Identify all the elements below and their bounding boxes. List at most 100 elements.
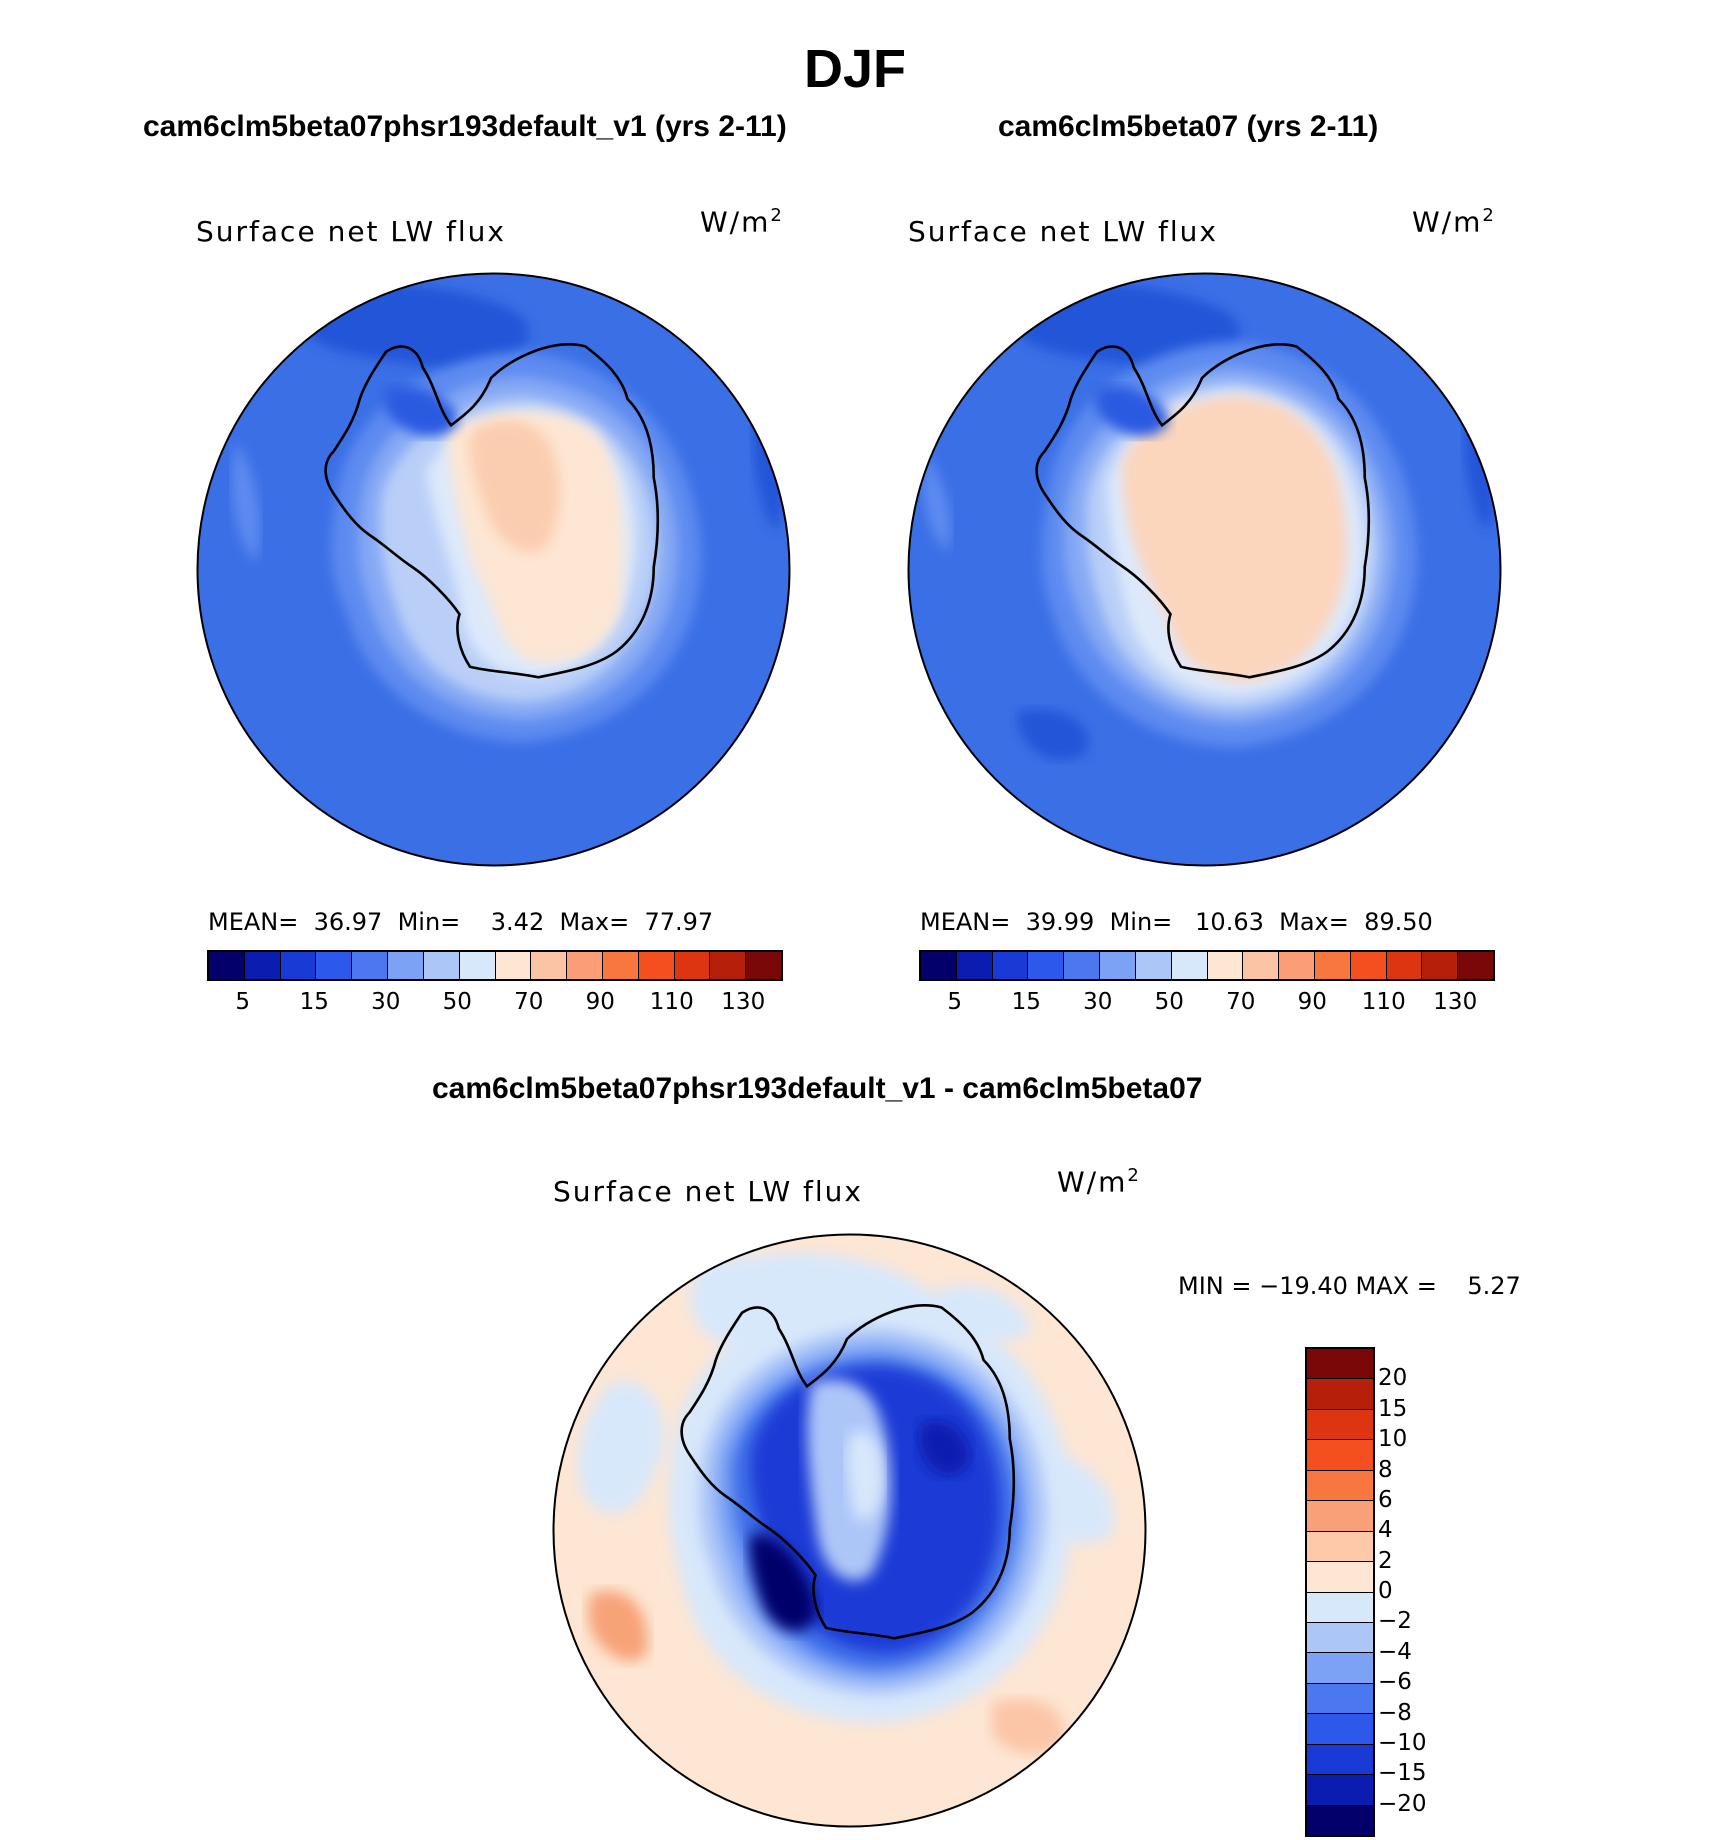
colorbar-swatch <box>638 952 675 979</box>
colorbar-swatch <box>674 952 711 979</box>
antarctica-coastline <box>324 343 659 679</box>
map-boundary <box>196 272 791 867</box>
colorbar-swatch <box>602 952 639 979</box>
colorbar-tick-label: 0 <box>1378 1578 1393 1604</box>
colorbar-tick-label: 50 <box>1154 989 1184 1015</box>
warm-core <box>469 420 561 553</box>
colorbar-swatch <box>1307 1592 1373 1623</box>
colorbar-swatch <box>1279 952 1315 979</box>
diff-variable-label: Surface net LW flux <box>553 1175 863 1208</box>
colorbar-swatch <box>1314 952 1351 979</box>
colorbar-swatch <box>1307 1683 1373 1715</box>
colorbar-tick-label: −6 <box>1378 1669 1412 1696</box>
panel-2-colorbar <box>919 950 1495 981</box>
colorbar-tick-label: 2 <box>1378 1547 1393 1574</box>
colorbar-swatch <box>1307 1349 1373 1380</box>
colorbar-swatch <box>1307 1744 1373 1776</box>
panel-2-stats: MEAN= 39.99 Min= 10.63 Max= 89.50 <box>920 908 1433 936</box>
colorbar-tick-label: 15 <box>1378 1395 1408 1422</box>
colorbar-swatch <box>921 952 957 979</box>
colorbar-swatch <box>1307 1653 1373 1684</box>
colorbar-swatch <box>746 952 781 979</box>
colorbar-swatch <box>280 952 317 979</box>
colorbar-swatch <box>495 952 532 979</box>
colorbar-tick-label: 90 <box>1297 989 1327 1015</box>
colorbar-swatch <box>388 952 424 979</box>
colorbar-swatch <box>531 952 568 979</box>
colorbar-swatch <box>567 952 603 979</box>
panel-1-title: cam6clm5beta07phsr193default_v1 (yrs 2-1… <box>143 110 787 143</box>
colorbar-swatch <box>1307 1501 1373 1532</box>
colorbar-swatch <box>1100 952 1136 979</box>
colorbar-swatch <box>316 952 353 979</box>
pos-region-southwest <box>588 1591 648 1662</box>
colorbar-swatch <box>1307 1775 1373 1806</box>
map-boundary <box>907 272 1502 867</box>
figure-title: DJF <box>803 39 906 99</box>
diff-map <box>552 1233 1147 1828</box>
colorbar-swatch <box>1307 1714 1373 1745</box>
colorbar-tick-label: 110 <box>1361 989 1406 1015</box>
colorbar-swatch <box>1307 1622 1373 1654</box>
panel-2-title: cam6clm5beta07 (yrs 2-11) <box>998 110 1379 143</box>
light-region-west <box>923 452 951 552</box>
diff-panel-title: cam6clm5beta07phsr193default_v1 - cam6cl… <box>432 1072 1203 1105</box>
panel-1-colorbar <box>207 950 783 981</box>
colorbar-swatch <box>1307 1805 1373 1835</box>
panel-1-map <box>196 272 791 867</box>
colorbar-tick-label: −2 <box>1378 1608 1412 1635</box>
colorbar-swatch <box>209 952 245 979</box>
peninsula-dark <box>1095 386 1169 437</box>
colorbar-swatch <box>352 952 389 979</box>
colorbar-swatch <box>1350 952 1387 979</box>
colorbar-swatch <box>459 952 496 979</box>
colorbar-swatch <box>710 952 747 979</box>
colorbar-swatch <box>1458 952 1493 979</box>
panel-2-variable-label: Surface net LW flux <box>908 215 1218 248</box>
colorbar-swatch <box>1307 1379 1373 1410</box>
colorbar-tick-label: 30 <box>371 989 401 1015</box>
colorbar-tick-label: −8 <box>1378 1699 1412 1726</box>
near-zero-core <box>847 1431 883 1522</box>
colorbar-tick-label: 4 <box>1378 1517 1393 1544</box>
colorbar-swatch <box>1207 952 1244 979</box>
colorbar-swatch <box>1307 1440 1373 1471</box>
colorbar-tick-label: 70 <box>1226 989 1256 1015</box>
colorbar-tick-label: 110 <box>649 989 694 1015</box>
panel-1-unit-label: W/m2 <box>700 205 784 239</box>
colorbar-tick-label: 30 <box>1083 989 1113 1015</box>
colorbar-tick-label: 20 <box>1378 1365 1408 1392</box>
map-boundary <box>552 1233 1147 1828</box>
colorbar-tick-label: −4 <box>1378 1638 1412 1665</box>
colorbar-tick-label: −10 <box>1378 1729 1427 1756</box>
colorbar-tick-label: 90 <box>585 989 615 1015</box>
colorbar-swatch <box>956 952 993 979</box>
antarctica-coastline <box>680 1304 1015 1640</box>
pos-region-southeast <box>992 1699 1064 1754</box>
panel-2-map <box>907 272 1502 867</box>
colorbar-swatch <box>1307 1470 1373 1502</box>
colorbar-tick-label: 70 <box>514 989 544 1015</box>
dark-region-south <box>1017 709 1089 760</box>
colorbar-swatch <box>1307 1562 1373 1593</box>
positive-region <box>1122 396 1347 682</box>
diff-unit-label: W/m2 <box>1057 1165 1141 1199</box>
colorbar-tick-label: 130 <box>1433 989 1478 1015</box>
colorbar-tick-label: 5 <box>235 989 251 1015</box>
colorbar-swatch <box>244 952 281 979</box>
colorbar-tick-label: −15 <box>1378 1760 1427 1787</box>
colorbar-swatch <box>1307 1409 1373 1441</box>
peninsula-dark <box>384 386 458 437</box>
colorbar-tick-label: 15 <box>1011 989 1041 1015</box>
colorbar-tick-label: 50 <box>442 989 472 1015</box>
colorbar-tick-label: 5 <box>947 989 963 1015</box>
min-region-east <box>918 1420 971 1476</box>
colorbar-swatch <box>1386 952 1423 979</box>
colorbar-tick-label: 15 <box>299 989 329 1015</box>
min-region-ross <box>750 1533 817 1632</box>
colorbar-swatch <box>1307 1531 1373 1563</box>
colorbar-swatch <box>1422 952 1459 979</box>
colorbar-tick-label: 8 <box>1378 1456 1393 1483</box>
light-region-west <box>232 442 260 562</box>
neg-region-west <box>578 1381 664 1514</box>
